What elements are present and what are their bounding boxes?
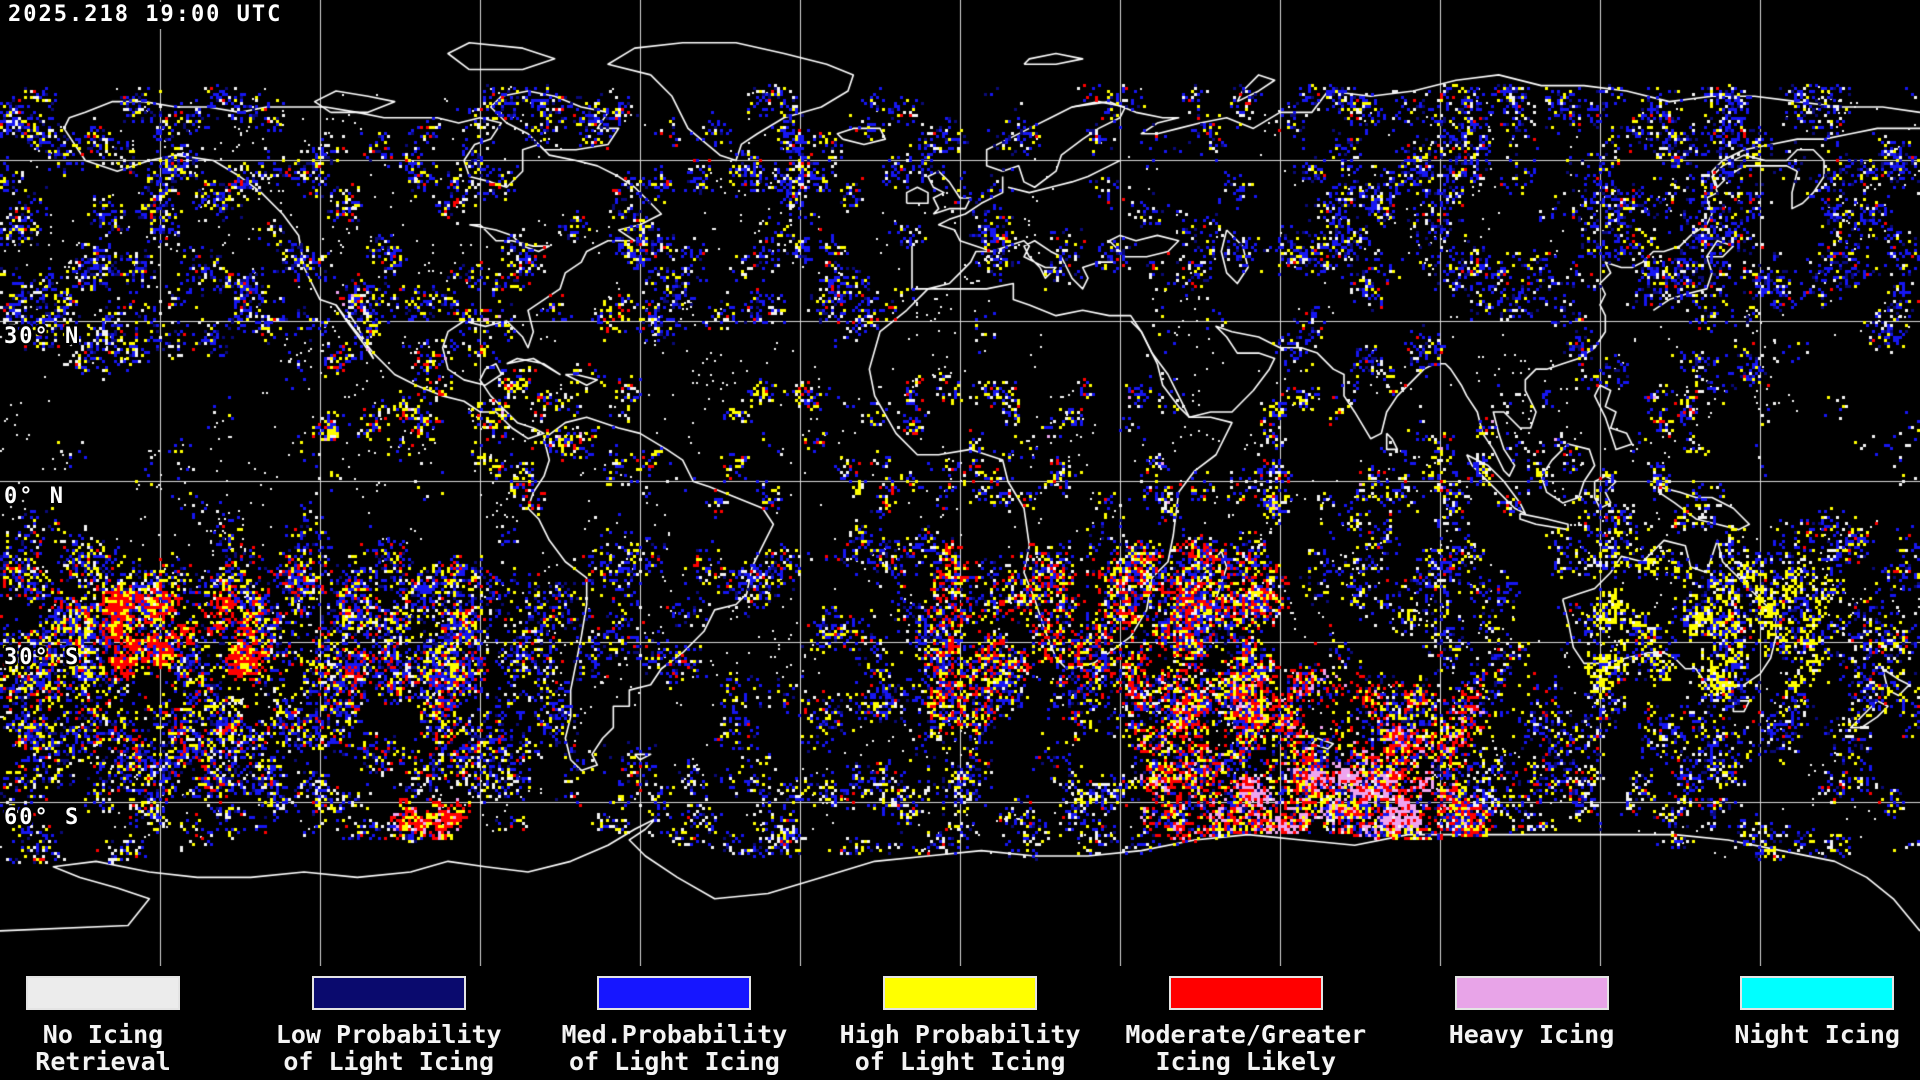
legend-label-line1: Moderate/Greater <box>1125 1020 1367 1049</box>
legend-item-low-prob: Low Probability of Light Icing <box>239 966 539 1075</box>
timestamp: 2025.218 19:00 UTC <box>8 2 289 29</box>
legend-swatch-med-prob <box>597 976 752 1010</box>
legend-item-no-icing: No Icing Retrieval <box>0 966 253 1075</box>
map-canvas <box>0 0 1920 966</box>
legend-label-line1: Med.Probability <box>561 1020 788 1049</box>
world-icing-map: 2025.218 19:00 UTC 30° N 0° N 30° S 60° … <box>0 0 1920 966</box>
legend-label-line2: of Light Icing <box>854 1047 1066 1076</box>
legend-swatch-high-prob <box>883 976 1038 1010</box>
legend-label-line2: of Light Icing <box>569 1047 780 1076</box>
legend-item-high-prob: High Probability of Light Icing <box>810 966 1110 1075</box>
latitude-label-30s: 30° S <box>4 645 81 670</box>
legend-item-med-prob: Med.Probability of Light Icing <box>524 966 824 1075</box>
latitude-label-60s: 60° S <box>4 805 81 830</box>
legend-item-moderate: Moderate/Greater Icing Likely <box>1096 966 1396 1075</box>
legend-label-line1: No Icing <box>42 1020 164 1049</box>
legend-swatch-heavy <box>1454 976 1609 1010</box>
legend: No Icing Retrieval Low Probability of Li… <box>0 966 1920 1080</box>
legend-label-line1: High Probability <box>839 1020 1081 1049</box>
latitude-label-30n: 30° N <box>4 324 81 349</box>
legend-label-line1: Night Icing <box>1734 1020 1900 1049</box>
legend-swatch-low-prob <box>311 976 466 1010</box>
legend-label-line2: of Light Icing <box>283 1047 495 1076</box>
legend-label-line1: Heavy Icing <box>1448 1020 1615 1049</box>
legend-swatch-moderate <box>1168 976 1323 1010</box>
legend-label-line2: Icing Likely <box>1155 1047 1337 1076</box>
latitude-label-0n: 0° N <box>4 484 65 509</box>
legend-item-heavy: Heavy Icing <box>1382 966 1682 1048</box>
legend-swatch-night <box>1740 976 1895 1010</box>
legend-label-line2: Retrieval <box>35 1047 171 1076</box>
legend-swatch-no-icing <box>26 976 180 1010</box>
legend-item-night: Night Icing <box>1667 966 1920 1048</box>
legend-label-line1: Low Probability <box>275 1020 502 1049</box>
